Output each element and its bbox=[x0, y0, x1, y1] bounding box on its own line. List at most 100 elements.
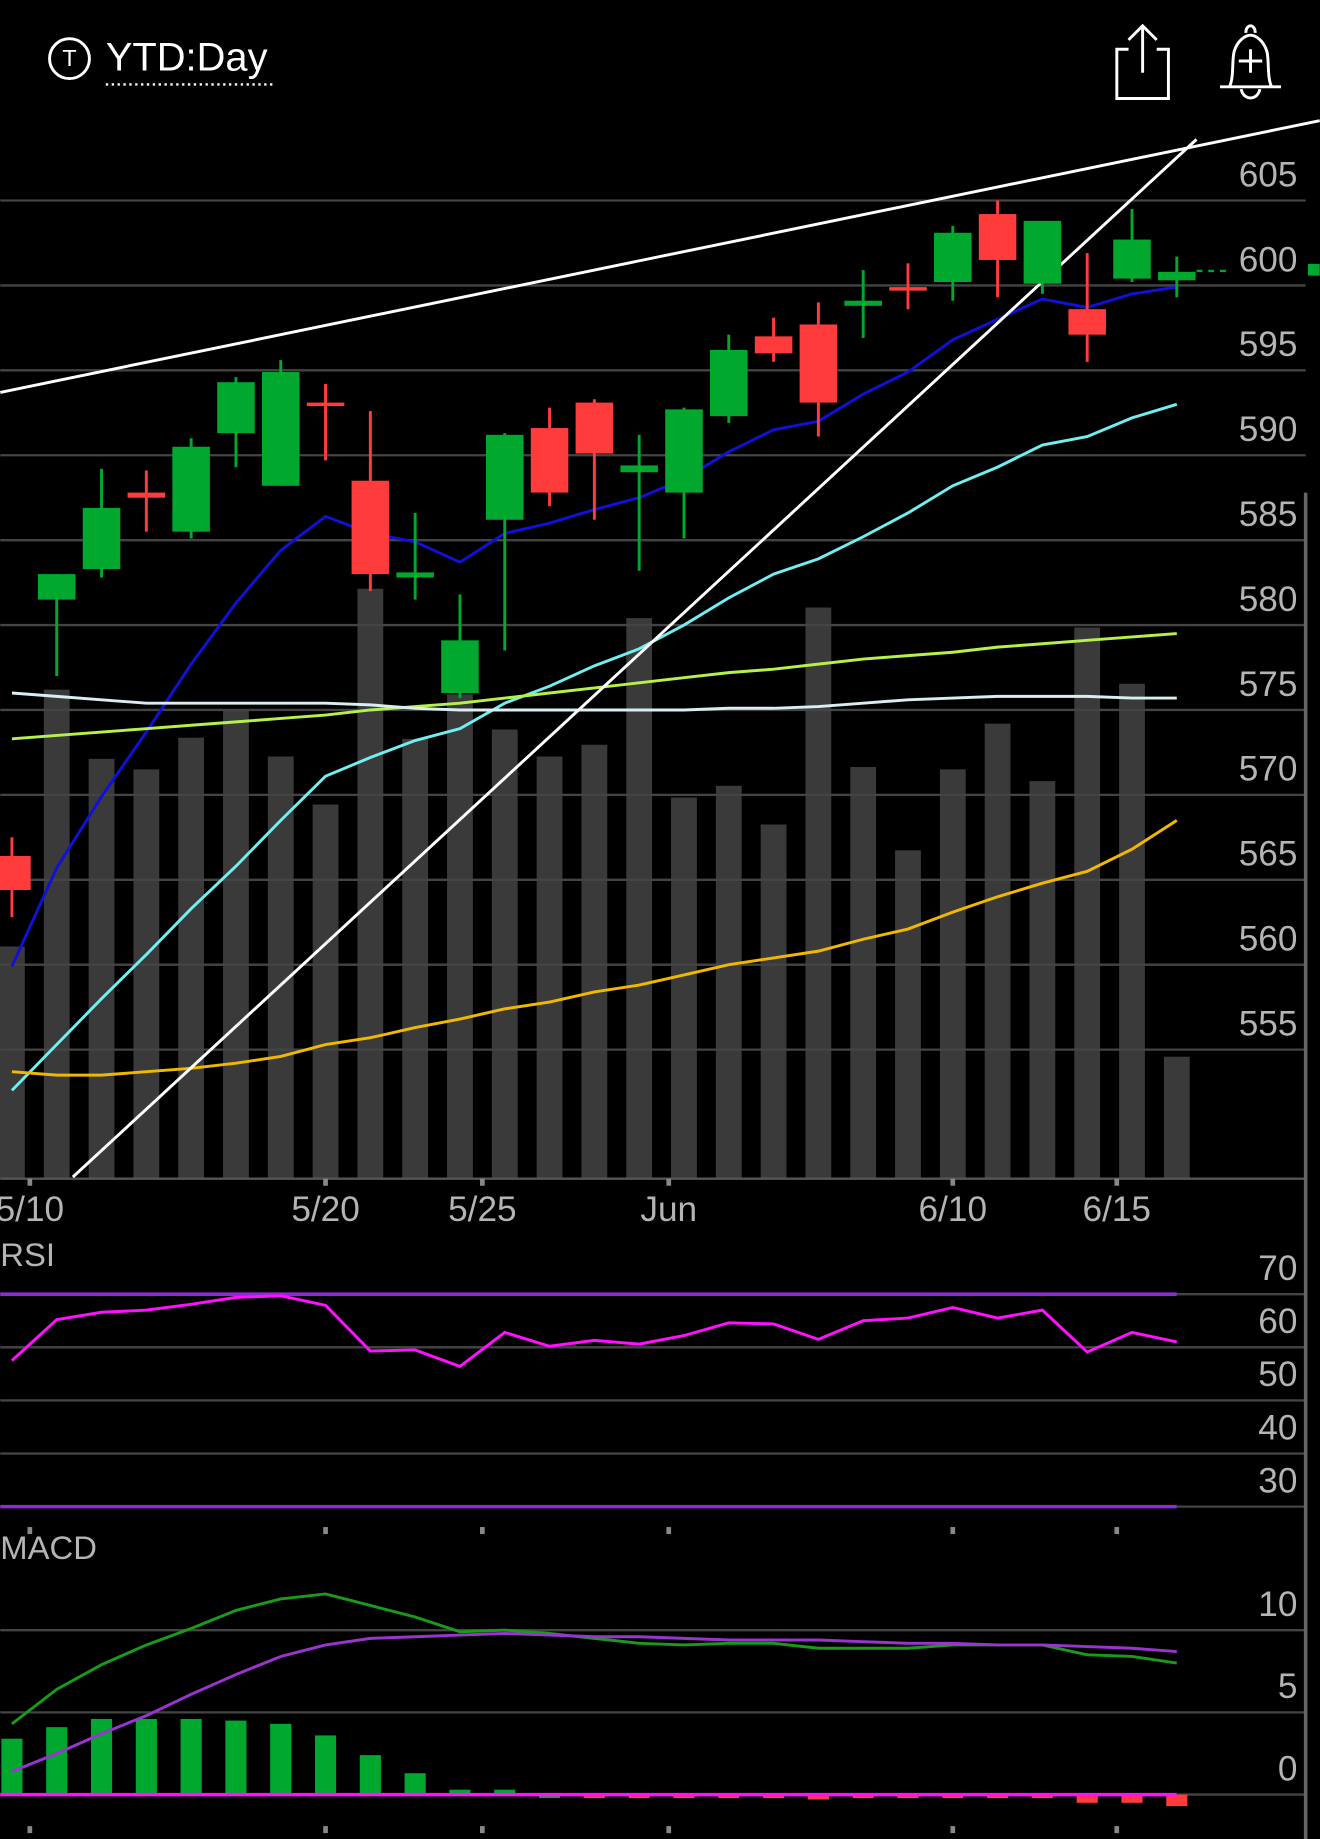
histogram-bar bbox=[1, 1738, 23, 1795]
histogram-bar bbox=[180, 1718, 202, 1795]
volume-bar bbox=[178, 737, 205, 1179]
y-tick-label: 40 bbox=[1258, 1408, 1297, 1447]
x-tick-label: 5/10 bbox=[0, 1190, 64, 1229]
candle-body bbox=[799, 324, 838, 403]
alert-button[interactable] bbox=[1220, 24, 1282, 100]
candle-body bbox=[754, 336, 793, 354]
candle-body bbox=[261, 372, 300, 486]
histogram-bar bbox=[1076, 1794, 1098, 1803]
histogram-bar bbox=[90, 1718, 113, 1795]
timeframe-title: YTD:Day bbox=[106, 35, 268, 79]
x-tick-label: 5/20 bbox=[291, 1190, 359, 1229]
signal-line bbox=[11, 1631, 1177, 1773]
histogram-bar bbox=[135, 1718, 157, 1795]
moving-average-line bbox=[10, 402, 1178, 1092]
volume-bar bbox=[939, 769, 966, 1179]
histogram-bar bbox=[314, 1735, 337, 1795]
y-tick-label: 560 bbox=[1239, 920, 1298, 959]
bell-plus bbox=[1238, 49, 1263, 73]
volume-bar bbox=[447, 694, 473, 1179]
volume-bar bbox=[1029, 781, 1056, 1179]
candle-body bbox=[82, 507, 121, 570]
candle-body bbox=[396, 572, 434, 578]
y-tick-label: 580 bbox=[1239, 580, 1298, 619]
histogram-bar bbox=[807, 1794, 829, 1800]
y-tick-label: 585 bbox=[1239, 495, 1298, 534]
y-tick-label: 570 bbox=[1239, 750, 1298, 789]
volume-bar bbox=[491, 729, 518, 1179]
bell-body bbox=[1220, 33, 1282, 89]
histogram-bar bbox=[46, 1727, 68, 1795]
last-price-tag bbox=[1307, 263, 1320, 276]
histogram-bar bbox=[494, 1789, 516, 1795]
candle-body bbox=[530, 428, 569, 493]
moving-average-line bbox=[11, 819, 1178, 1077]
volume-bar bbox=[895, 850, 921, 1179]
x-tick-label: 6/10 bbox=[919, 1190, 987, 1229]
candle-body bbox=[127, 492, 166, 498]
y-tick-label: 555 bbox=[1239, 1004, 1298, 1043]
volume-bar bbox=[357, 588, 384, 1179]
candle-body bbox=[351, 480, 390, 575]
volume-bar bbox=[581, 744, 608, 1179]
y-tick-label: 70 bbox=[1258, 1249, 1297, 1288]
candle-body bbox=[1158, 271, 1196, 281]
volume-bar bbox=[267, 756, 294, 1179]
trendline bbox=[71, 138, 1198, 1179]
share-arrow bbox=[1127, 23, 1158, 73]
volume-bar bbox=[1163, 1056, 1190, 1179]
volume-bar bbox=[223, 709, 249, 1179]
timeframe-selector[interactable]: T YTD:Day bbox=[48, 35, 275, 86]
y-tick-label: 30 bbox=[1258, 1461, 1297, 1500]
candle-body bbox=[217, 382, 255, 434]
y-tick-label: 590 bbox=[1239, 410, 1298, 449]
candle-body bbox=[37, 574, 76, 600]
moving-average-line bbox=[11, 691, 1177, 712]
share-box bbox=[1115, 47, 1170, 100]
candle-body bbox=[306, 402, 345, 407]
candle-body bbox=[1113, 239, 1151, 279]
histogram-bar bbox=[404, 1773, 426, 1795]
x-tick-label: 6/15 bbox=[1083, 1190, 1151, 1229]
histogram-bar bbox=[270, 1723, 292, 1795]
y-tick-label: 605 bbox=[1239, 155, 1298, 194]
x-tick-label: 5/25 bbox=[448, 1190, 516, 1229]
histogram-bar bbox=[225, 1720, 247, 1795]
candle-body bbox=[620, 465, 658, 473]
y-tick-label: 10 bbox=[1258, 1585, 1297, 1624]
volume-bar bbox=[43, 689, 70, 1179]
candle-body bbox=[485, 434, 524, 520]
share-button[interactable] bbox=[1115, 23, 1170, 100]
volume-bar bbox=[715, 785, 742, 1179]
candle-body bbox=[1023, 220, 1062, 284]
candle-body bbox=[934, 232, 972, 283]
volume-bar bbox=[984, 723, 1011, 1179]
candle-body bbox=[0, 856, 31, 890]
volume-bar bbox=[0, 946, 25, 1179]
volume-bar bbox=[671, 797, 697, 1179]
y-tick-label: 575 bbox=[1239, 665, 1298, 704]
panel-title: MACD bbox=[0, 1529, 97, 1566]
y-tick-label: 5 bbox=[1278, 1667, 1298, 1706]
panel-title: RSI bbox=[0, 1236, 55, 1273]
candle-body bbox=[1068, 309, 1106, 335]
bell-clapper bbox=[1239, 88, 1262, 100]
y-tick-label: 595 bbox=[1239, 325, 1298, 364]
badge-circle bbox=[48, 37, 91, 81]
volume-bar bbox=[402, 738, 429, 1179]
candle-body bbox=[575, 402, 614, 454]
trendline bbox=[0, 119, 1320, 394]
candle-body bbox=[172, 446, 210, 532]
volume-bar bbox=[312, 804, 339, 1179]
candle-body bbox=[978, 214, 1017, 260]
volume-bar bbox=[850, 767, 877, 1179]
y-tick-label: 50 bbox=[1258, 1355, 1297, 1394]
rsi-line bbox=[10, 1294, 1178, 1369]
histogram-bar bbox=[1166, 1794, 1188, 1807]
x-tick-label: Jun bbox=[640, 1190, 697, 1229]
volume-bar bbox=[760, 824, 787, 1179]
candle-body bbox=[844, 300, 882, 306]
